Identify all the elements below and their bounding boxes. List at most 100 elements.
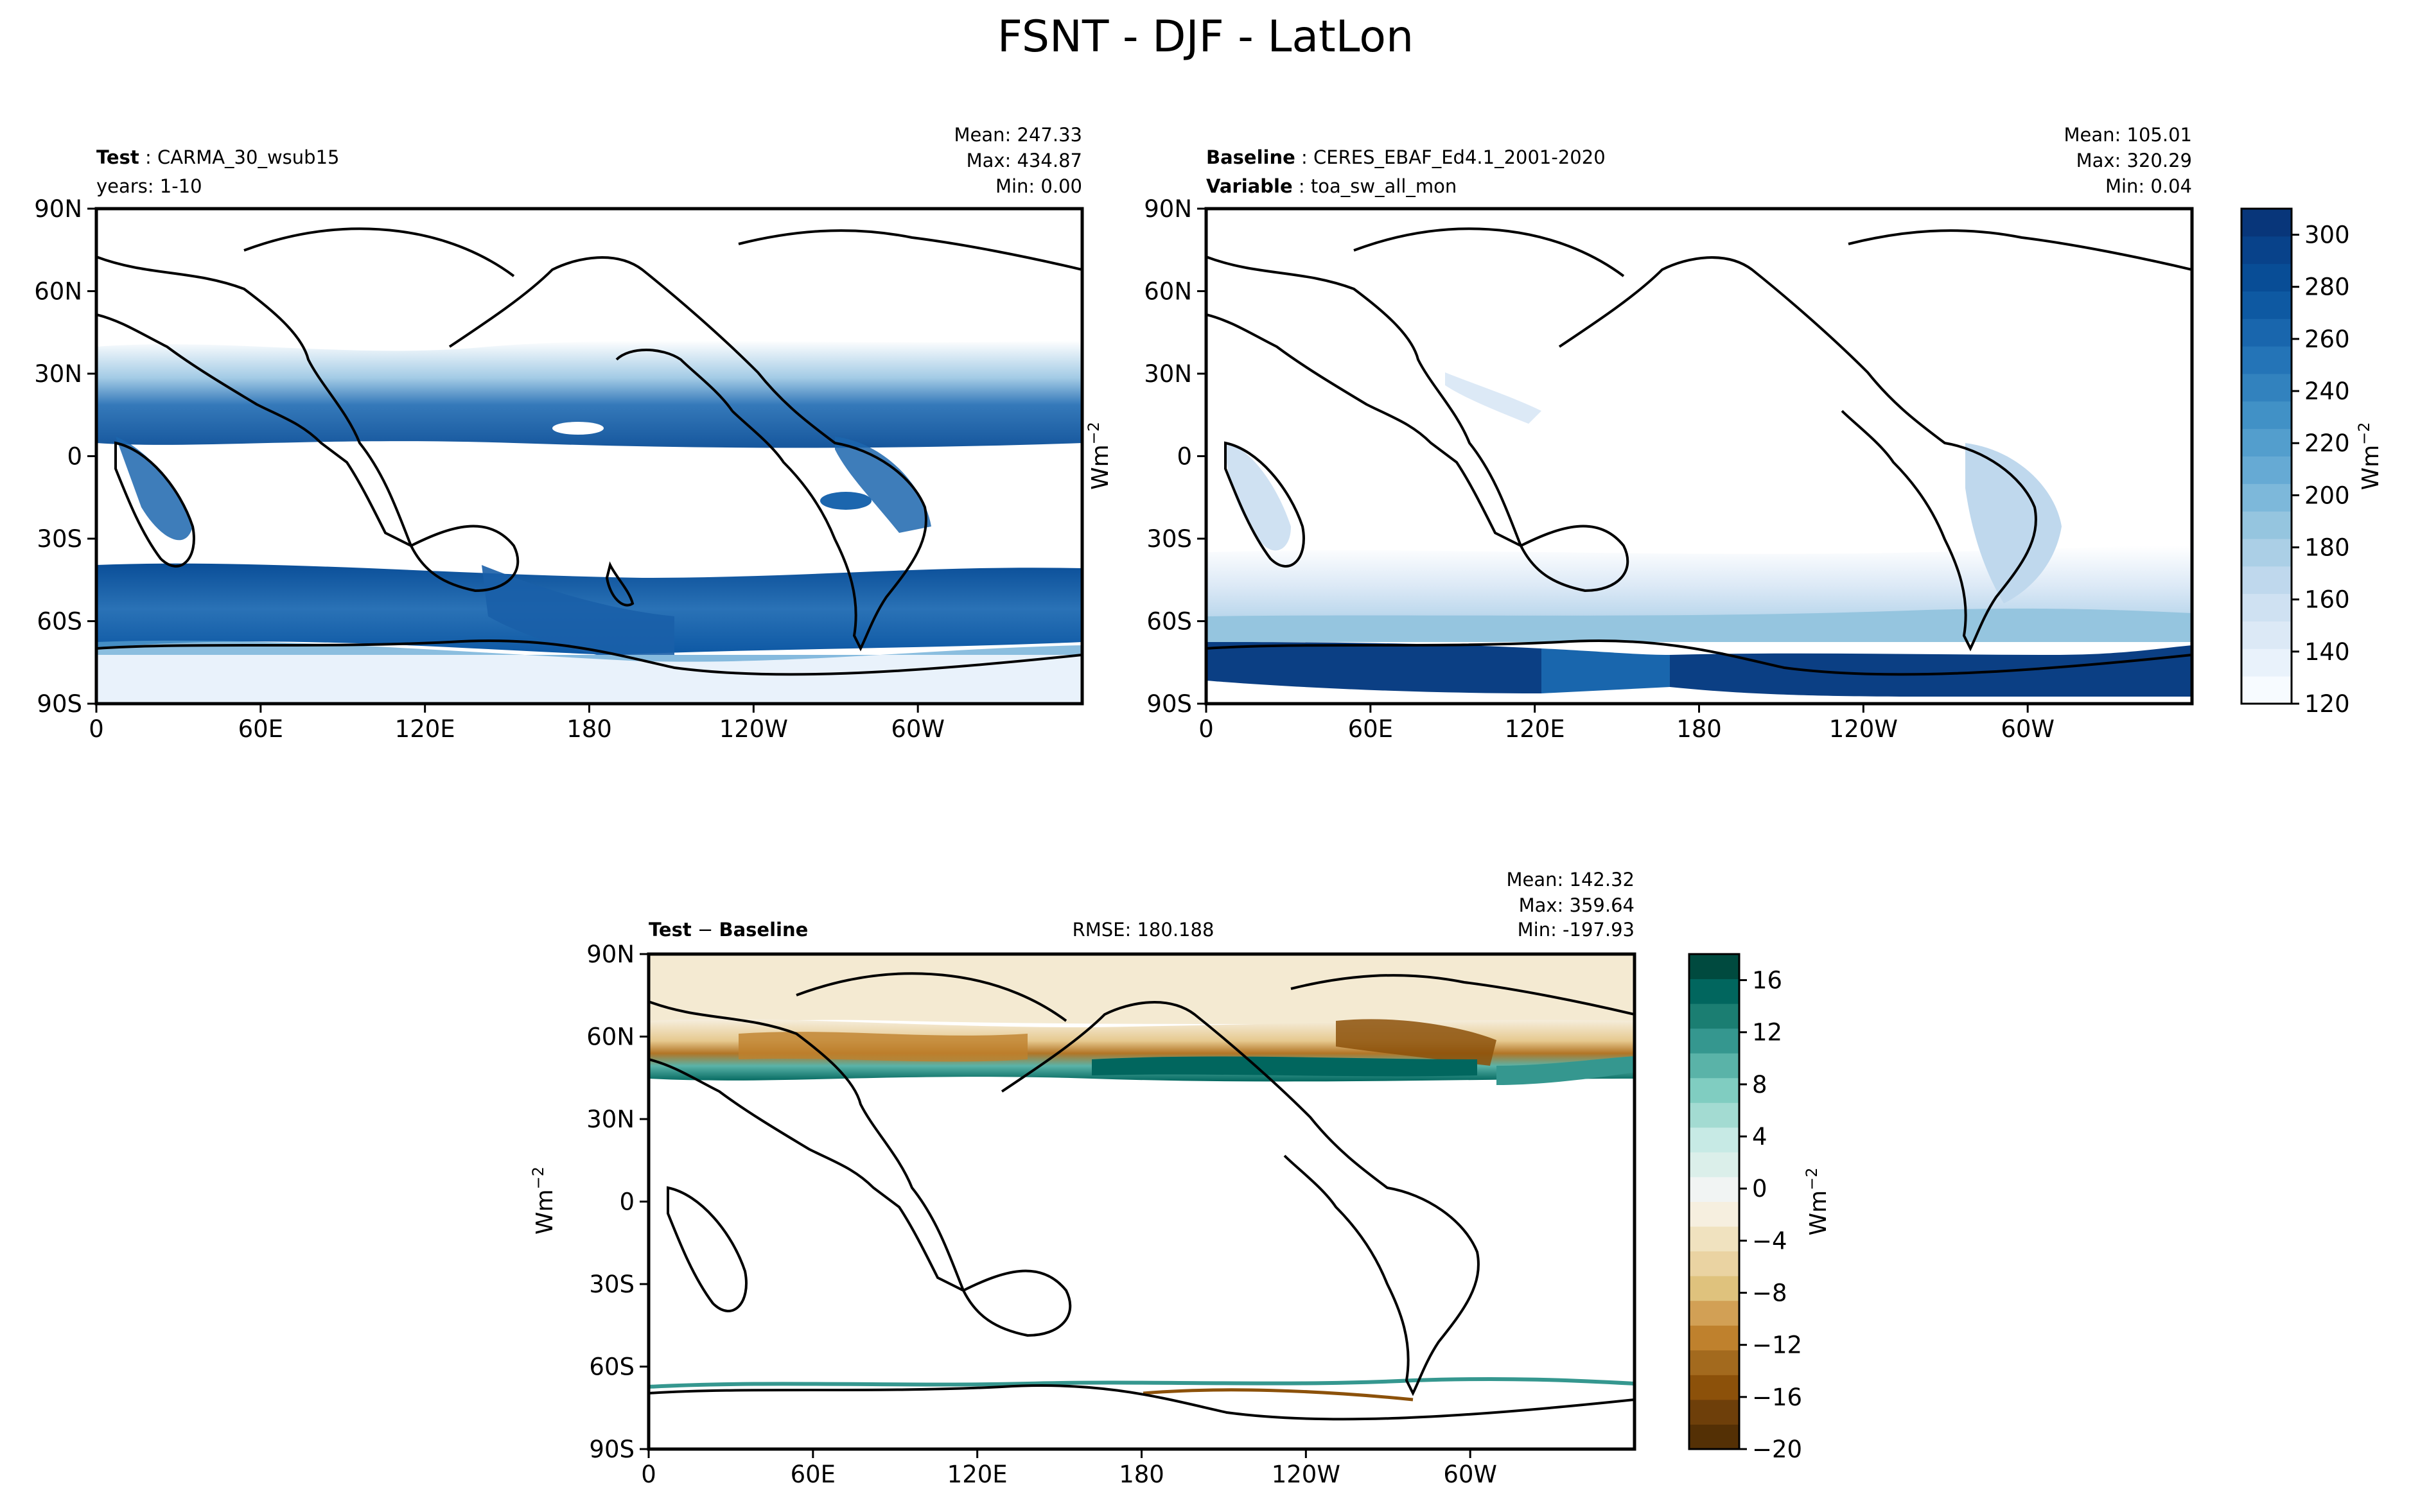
y-tick-label: 90N — [1144, 195, 1192, 223]
x-tick-label: 120E — [1505, 715, 1565, 743]
colorbar-segment — [1689, 1127, 1739, 1152]
colorbar-tick-label: 240 — [2304, 378, 2350, 405]
colorbar-segment — [1689, 954, 1739, 980]
y-tick-label: 60S — [589, 1353, 635, 1381]
colorbar-segment — [2241, 676, 2292, 704]
colorbar-segment — [2241, 648, 2292, 677]
colorbar-frame — [1688, 953, 1740, 1450]
colorbar-tick-label: 300 — [2304, 222, 2350, 249]
y-tick-label: 30S — [589, 1271, 635, 1298]
colorbar-tick-label: 8 — [1752, 1071, 1767, 1099]
y-tick-label: 60N — [586, 1023, 635, 1051]
baseline-axes: 0 60E 120E 180 120W 60W 90N 60N 30N 0 30S 60S 90S — [1144, 195, 2055, 743]
difference-header-left: Test − Baseline — [649, 919, 808, 941]
colorbar-tick-label: −12 — [1752, 1332, 1802, 1359]
x-tick-label: 0 — [1198, 715, 1214, 743]
x-tick-label: 120E — [395, 715, 455, 743]
colorbar-tick-label: −4 — [1752, 1227, 1787, 1255]
baseline-stat-mean: Mean: 105.01 — [2064, 124, 2192, 146]
y-tick-label: 90N — [34, 195, 82, 223]
x-tick-label: 60W — [1443, 1461, 1497, 1488]
colorbar-segment — [2241, 291, 2292, 319]
colorbar-segment — [1689, 978, 1739, 1004]
colorbar-tick-label: 260 — [2304, 326, 2350, 353]
colorbar-segment — [2241, 456, 2292, 484]
colorbar-segment — [1689, 1004, 1739, 1029]
x-tick-label: 180 — [1119, 1461, 1164, 1488]
colorbar-tick-label: 120 — [2304, 690, 2350, 718]
colorbar-segment — [1689, 1201, 1739, 1227]
colorbar-segment — [2241, 263, 2292, 291]
y-tick-label: 90S — [37, 690, 82, 718]
colorbar-label: Wm−2 — [1803, 1167, 1832, 1235]
colorbar-segment — [1689, 1276, 1739, 1301]
panel-baseline: 0 60E 120E 180 120W 60W 90N 60N 30N 0 30S 60S 90S Ba… — [1085, 124, 2194, 743]
y-tick-label: 60N — [1144, 278, 1192, 306]
colorbar-segment — [2241, 566, 2292, 595]
colorbar-segment — [1689, 1176, 1739, 1202]
difference-stat-mean: Mean: 142.32 — [1507, 869, 1635, 891]
colorbar-segment — [1689, 1300, 1739, 1326]
baseline-header-line2: Variable : toa_sw_all_mon — [1206, 175, 1457, 197]
difference-rmse: RMSE: 180.188 — [1073, 919, 1214, 941]
y-tick-label: 60S — [37, 608, 82, 636]
colorbar-segment — [1689, 1152, 1739, 1177]
colorbar-tick-label: 220 — [2304, 430, 2350, 457]
colorbar-segment — [2241, 209, 2292, 237]
colorbar-segment — [1689, 1251, 1739, 1276]
colorbar-tick-label: 160 — [2304, 586, 2350, 614]
difference-field — [649, 954, 1635, 1449]
baseline-header-line1: Baseline : CERES_EBAF_Ed4.1_2001-2020 — [1206, 146, 1606, 168]
colorbar-tick-label: −20 — [1752, 1436, 1802, 1463]
difference-stat-max: Max: 359.64 — [1519, 894, 1635, 916]
colorbar-segment — [1689, 1350, 1739, 1375]
colorbar-tick-label: 4 — [1752, 1123, 1767, 1151]
colorbar-segment — [2241, 346, 2292, 374]
x-tick-label: 120E — [947, 1461, 1008, 1488]
colorbar-tick-label: 0 — [1752, 1175, 1767, 1203]
colorbar-segment — [2241, 511, 2292, 539]
colorbar-tick-label: −8 — [1752, 1280, 1787, 1307]
colorbar-tick-label: 12 — [1752, 1019, 1782, 1047]
x-tick-label: 60E — [1348, 715, 1393, 743]
test-header-line2: years: 1-10 — [96, 175, 202, 197]
colorbar-segment — [2241, 236, 2292, 265]
y-tick-label: 0 — [619, 1188, 635, 1216]
colorbar-segment — [1689, 1053, 1739, 1079]
colorbar-tick-label: 200 — [2304, 482, 2350, 509]
colorbar-segment — [2241, 593, 2292, 621]
x-tick-label: 60W — [2001, 715, 2055, 743]
difference-coastlines — [649, 972, 1635, 1421]
colorbar-label: Wm−2 — [2355, 422, 2384, 490]
colorbar-segment — [1689, 1226, 1739, 1252]
y-tick-label: 30S — [1146, 525, 1192, 553]
colorbar-segment — [2241, 539, 2292, 567]
x-tick-label: 60E — [791, 1461, 836, 1488]
y-tick-label: 90S — [1146, 690, 1192, 718]
colorbar-segment — [2241, 483, 2292, 512]
colorbar-segment — [2241, 374, 2292, 402]
colorbar-segment — [1689, 1325, 1739, 1351]
baseline-field — [1206, 209, 2192, 704]
colorbar-tick-label: −16 — [1752, 1384, 1802, 1411]
x-tick-label: 0 — [89, 715, 104, 743]
x-tick-label: 60W — [891, 715, 945, 743]
y-tick-label: 30N — [586, 1106, 635, 1133]
y-tick-label: 30N — [34, 360, 82, 388]
colorbar-tick-label: 16 — [1752, 967, 1782, 995]
y-tick-label: 30S — [37, 525, 82, 553]
x-tick-label: 0 — [641, 1461, 656, 1488]
colorbar-segment — [1689, 1028, 1739, 1054]
colorbar-segment — [2241, 428, 2292, 456]
baseline-colorbar: 120 140 160 180 200 220 240 260 280 300 Wm−2 — [2240, 207, 2384, 718]
colorbar-tick-label: 140 — [2304, 638, 2350, 666]
colorbar-segment — [1689, 1077, 1739, 1103]
test-stat-max: Max: 434.87 — [967, 150, 1082, 171]
y-tick-label: 90N — [586, 941, 635, 968]
colorbar-segment — [2241, 401, 2292, 430]
colorbar-tick-label: 280 — [2304, 274, 2350, 301]
colorbar-segment — [2241, 621, 2292, 649]
x-tick-label: 180 — [1676, 715, 1722, 743]
y-tick-label: 30N — [1144, 360, 1192, 388]
difference-axes: 0 60E 120E 180 120W 60W 90N 60N 30N 0 30S 60S 90S — [586, 941, 1497, 1488]
